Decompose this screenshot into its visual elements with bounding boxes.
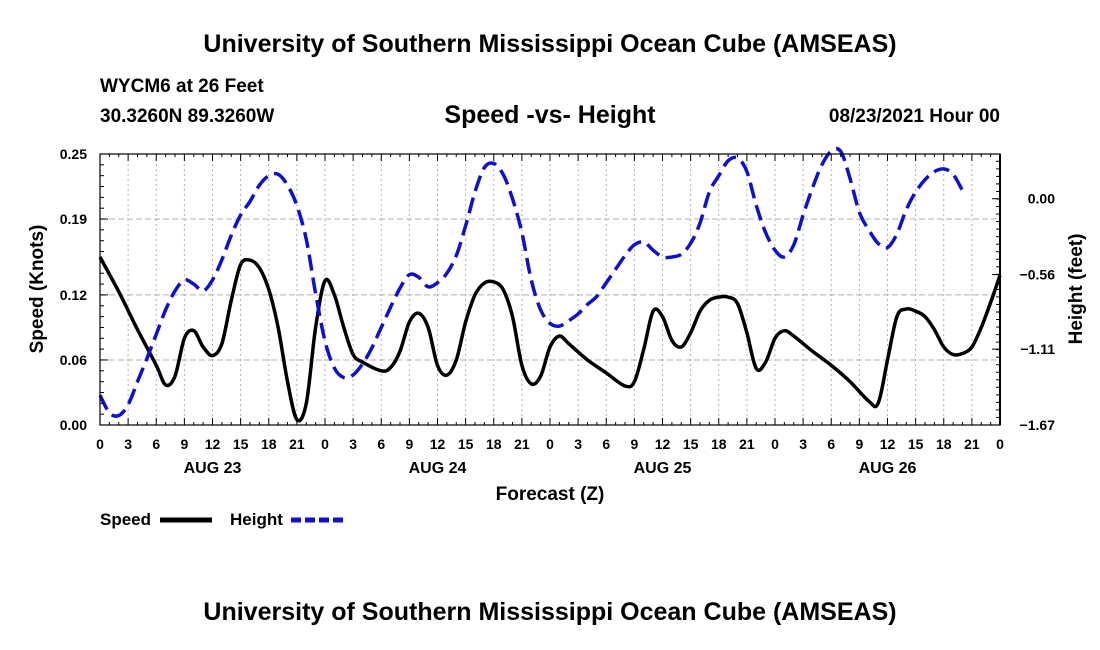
left-tick-label: 0.19 bbox=[60, 211, 87, 227]
x-tick-label: 18 bbox=[711, 436, 727, 452]
station-label: WYCM6 at 26 Feet bbox=[100, 76, 264, 97]
legend-speed-label: Speed bbox=[100, 510, 151, 529]
x-tick-label: 21 bbox=[739, 436, 755, 452]
x-tick-label: 0 bbox=[771, 436, 779, 452]
speed-series-line bbox=[98, 256, 1002, 423]
x-tick-label: 12 bbox=[430, 436, 446, 452]
grid-lines bbox=[100, 154, 1000, 425]
x-tick-label: 0 bbox=[996, 436, 1004, 452]
x-tick-label: 3 bbox=[574, 436, 582, 452]
x-tick-label: 15 bbox=[683, 436, 699, 452]
x-tick-label: 3 bbox=[124, 436, 132, 452]
x-tick-label: 18 bbox=[936, 436, 952, 452]
x-tick-label: 15 bbox=[908, 436, 924, 452]
footer-title: University of Southern Mississippi Ocean… bbox=[203, 598, 897, 626]
x-tick-label: 6 bbox=[602, 436, 610, 452]
x-tick-label: 12 bbox=[880, 436, 896, 452]
chart-subtitle: Speed -vs- Height bbox=[444, 101, 656, 129]
right-tick-label: 0.00 bbox=[1028, 191, 1055, 207]
x-tick-label: 6 bbox=[377, 436, 385, 452]
height-series-line bbox=[98, 146, 965, 418]
forecast-datetime: 08/23/2021 Hour 00 bbox=[828, 106, 1000, 127]
x-tick-label: 0 bbox=[321, 436, 329, 452]
day-label: AUG 26 bbox=[859, 460, 917, 477]
left-axis-label: Speed (Knots) bbox=[27, 225, 48, 354]
left-tick-label: 0.12 bbox=[60, 287, 87, 303]
x-tick-label: 12 bbox=[655, 436, 671, 452]
axes: 0 3 6 9 12 15 18 21 0 3 6 9 12 15 18 21 0 3 6 9 12 15 18 21 0 3 6 9… bbox=[60, 146, 1055, 477]
legend-height-label: Height bbox=[230, 510, 283, 529]
x-tick-label: 0 bbox=[546, 436, 554, 452]
x-tick-label: 18 bbox=[486, 436, 502, 452]
x-tick-label: 0 bbox=[96, 436, 104, 452]
left-tick-label: 0.06 bbox=[60, 352, 87, 368]
day-label: AUG 24 bbox=[409, 460, 467, 477]
right-axis-label: Height (feet) bbox=[1066, 234, 1087, 345]
page-title: University of Southern Mississippi Ocean… bbox=[203, 30, 897, 58]
x-tick-label: 21 bbox=[514, 436, 530, 452]
x-tick-label: 18 bbox=[261, 436, 277, 452]
left-tick-label: 0.25 bbox=[60, 146, 87, 162]
x-tick-label: 21 bbox=[289, 436, 305, 452]
x-tick-label: 21 bbox=[964, 436, 980, 452]
x-tick-label: 9 bbox=[405, 436, 413, 452]
x-tick-label: 3 bbox=[349, 436, 357, 452]
x-axis-label: Forecast (Z) bbox=[496, 484, 605, 505]
series-lines bbox=[98, 146, 1002, 423]
x-tick-label: 3 bbox=[799, 436, 807, 452]
x-tick-label: 6 bbox=[827, 436, 835, 452]
right-tick-label: −1.67 bbox=[1020, 417, 1056, 433]
x-tick-label: 9 bbox=[630, 436, 638, 452]
day-label: AUG 23 bbox=[184, 460, 242, 477]
day-label: AUG 25 bbox=[634, 460, 692, 477]
left-tick-label: 0.00 bbox=[60, 417, 87, 433]
right-tick-label: −1.11 bbox=[1020, 341, 1055, 357]
x-tick-label: 15 bbox=[233, 436, 249, 452]
x-tick-label: 6 bbox=[152, 436, 160, 452]
x-tick-label: 15 bbox=[458, 436, 474, 452]
x-tick-label: 12 bbox=[205, 436, 221, 452]
x-tick-label: 9 bbox=[855, 436, 863, 452]
x-tick-label: 9 bbox=[180, 436, 188, 452]
legend: Speed Height bbox=[100, 510, 343, 529]
right-tick-label: −0.56 bbox=[1020, 267, 1056, 283]
coordinates-label: 30.3260N 89.3260W bbox=[100, 106, 275, 127]
